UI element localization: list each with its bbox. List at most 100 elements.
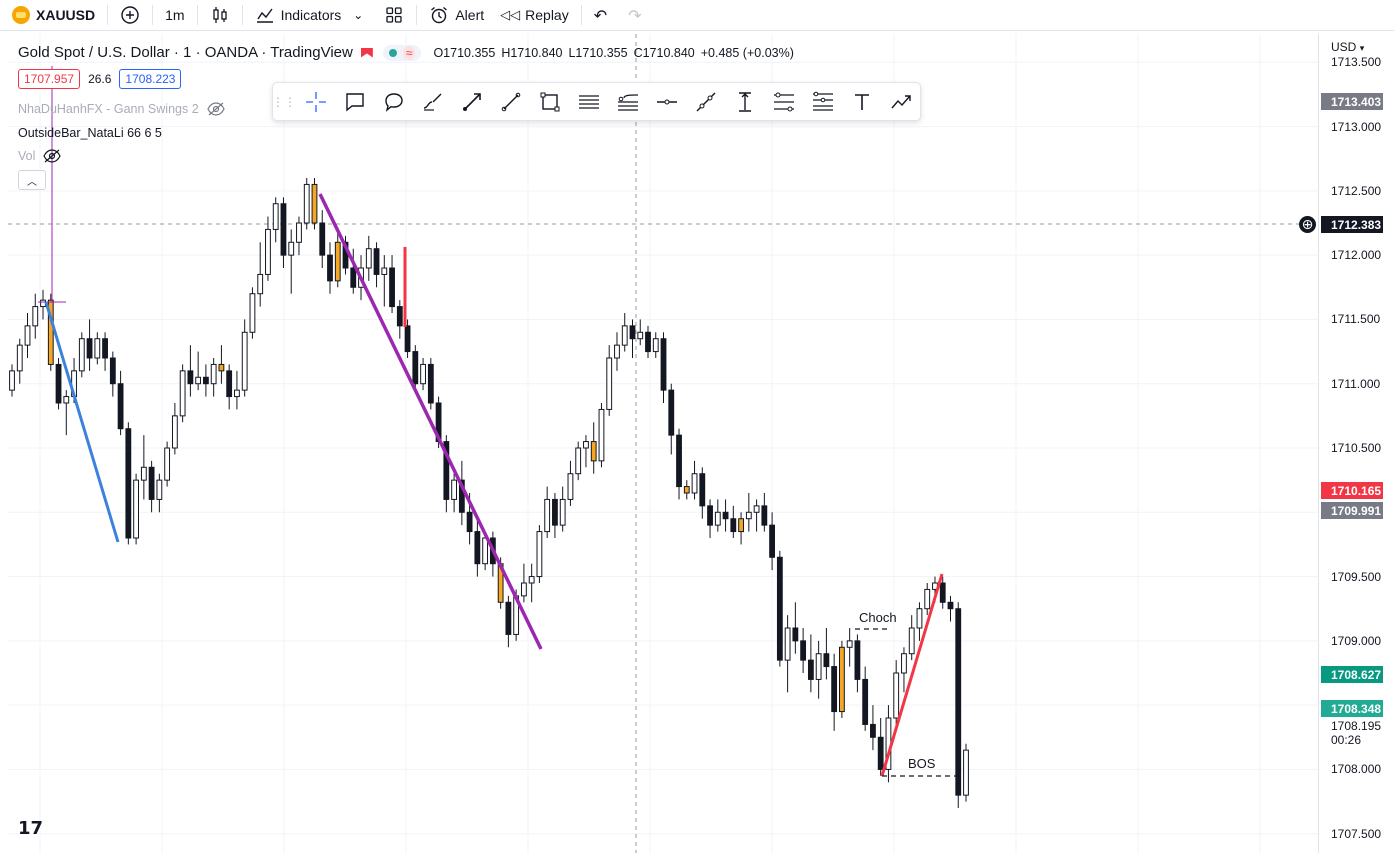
- chart-type-button[interactable]: [202, 0, 238, 30]
- swing-line-purple[interactable]: [318, 193, 543, 650]
- candle-body: [148, 466, 155, 500]
- parallel-channel-tool[interactable]: [570, 82, 609, 121]
- candle-body: [722, 511, 729, 520]
- currency-selector[interactable]: USD ▾: [1331, 40, 1364, 54]
- collapse-legend-button[interactable]: ︿: [18, 170, 46, 190]
- pitchfork-icon: [812, 91, 833, 111]
- crosshair-price-label: 1712.383: [1321, 216, 1383, 233]
- drag-handle-icon[interactable]: ⋮⋮: [272, 94, 296, 109]
- candle-body: [249, 293, 256, 333]
- candle-body: [164, 447, 171, 481]
- price-tick-label: 1713.000: [1331, 119, 1382, 134]
- price-axis[interactable]: USD ▾ 1713.500 1713.000 1712.500 1712.000 17…: [1299, 34, 1394, 853]
- candle-body: [676, 434, 682, 488]
- crosshair-tool[interactable]: [297, 82, 336, 121]
- interval-button[interactable]: 1m: [157, 0, 192, 30]
- rewind-icon: ◁◁: [500, 7, 521, 23]
- candle-body: [831, 666, 838, 713]
- buy-price-button[interactable]: 1708.223: [119, 69, 182, 89]
- replay-label: Replay: [525, 7, 569, 23]
- path-icon: [890, 94, 911, 108]
- chart-grid: [8, 34, 1318, 853]
- swing-line-blue[interactable]: [44, 301, 120, 543]
- comment-tool[interactable]: [375, 82, 414, 121]
- price-range-tool[interactable]: [725, 82, 764, 121]
- candle-body: [590, 441, 597, 462]
- eye-hidden-icon[interactable]: [206, 102, 225, 116]
- symbol-search-button[interactable]: XAUUSD: [0, 0, 103, 30]
- path-tool[interactable]: [881, 82, 920, 121]
- fib-channel-tool[interactable]: [609, 82, 648, 121]
- price-tick-label: 1711.500: [1331, 312, 1381, 327]
- candle-body: [303, 183, 310, 224]
- candle-body: [792, 627, 799, 642]
- pitchfork-tool[interactable]: [803, 82, 842, 121]
- callout-icon: [346, 92, 365, 111]
- horizontal-ray-tool[interactable]: [647, 82, 686, 121]
- market-open-dot-icon: [388, 48, 397, 57]
- legend-open: O1710.355: [433, 45, 496, 60]
- candle-body: [567, 473, 574, 500]
- swing-line-red[interactable]: [880, 573, 944, 777]
- candle-body: [660, 338, 667, 391]
- redo-button[interactable]: ↷: [620, 0, 654, 30]
- candle-body: [776, 556, 783, 661]
- market-status-pill[interactable]: ≈: [382, 44, 422, 61]
- ray-tool[interactable]: [686, 82, 725, 121]
- candle-body: [381, 267, 388, 275]
- candle-body: [133, 479, 140, 539]
- indicator-label: OutsideBar_NataLi 66 6 5: [18, 126, 162, 140]
- tradingview-logo[interactable]: 𝟭𝟳: [18, 818, 44, 839]
- candle-body: [16, 344, 23, 372]
- indicator-gann-swings[interactable]: NhaDuHanhFX - Gann Swings 2: [18, 102, 225, 116]
- price-chart[interactable]: [0, 34, 1394, 853]
- sell-price-button[interactable]: 1707.957: [18, 69, 81, 89]
- price-tick-label: 1707.500: [1331, 826, 1382, 841]
- callout-tool[interactable]: [336, 82, 375, 121]
- price-label-gray-mid: 1709.991: [1321, 502, 1383, 519]
- alert-label: Alert: [455, 7, 485, 23]
- candle-body: [652, 338, 659, 353]
- candle-body: [474, 531, 481, 565]
- drawings[interactable]: [38, 66, 962, 777]
- undo-button[interactable]: ↶: [586, 0, 620, 30]
- candle-body: [668, 389, 675, 436]
- eye-hidden-icon[interactable]: [43, 149, 62, 163]
- add-alert-plus-icon[interactable]: ⊕: [1299, 216, 1316, 233]
- legend-high: H1710.840: [501, 45, 563, 60]
- grid-layout-icon: [386, 7, 402, 23]
- replay-button[interactable]: ◁◁ Replay: [492, 0, 577, 30]
- candle-body: [265, 228, 271, 275]
- candle-body: [544, 498, 551, 533]
- alert-button[interactable]: Alert: [421, 0, 492, 30]
- flag-icon[interactable]: [360, 47, 373, 58]
- text-tool[interactable]: [842, 82, 881, 121]
- candle-body: [730, 518, 737, 533]
- fib-retracement-tool[interactable]: [764, 82, 803, 121]
- templates-button[interactable]: [376, 0, 412, 30]
- candle-body: [109, 357, 116, 385]
- candle-body: [226, 370, 233, 398]
- indicators-button[interactable]: Indicators ⌄: [247, 0, 377, 30]
- candle-body: [195, 376, 202, 385]
- price-label-green: 1708.627: [1321, 666, 1383, 683]
- compare-button[interactable]: [112, 0, 148, 30]
- undo-icon: ↶: [593, 5, 608, 25]
- indicator-outsidebar[interactable]: OutsideBar_NataLi 66 6 5: [18, 126, 162, 140]
- crosshair: [8, 34, 1318, 853]
- candle-body: [614, 344, 620, 359]
- candle-body: [427, 363, 434, 404]
- candle-body: [637, 331, 644, 340]
- indicator-volume[interactable]: Vol: [18, 149, 62, 163]
- candle-body: [125, 428, 132, 539]
- arrow-tool[interactable]: [453, 82, 492, 121]
- candle-body: [939, 582, 946, 603]
- trend-line-tool[interactable]: [492, 82, 531, 121]
- candle-body: [583, 441, 589, 449]
- rectangle-tool[interactable]: [531, 82, 570, 121]
- candle-body: [257, 273, 264, 295]
- candle-body: [47, 299, 54, 365]
- brush-tool[interactable]: [414, 82, 453, 121]
- fib-retracement-icon: [773, 92, 794, 111]
- candle-body: [823, 653, 830, 668]
